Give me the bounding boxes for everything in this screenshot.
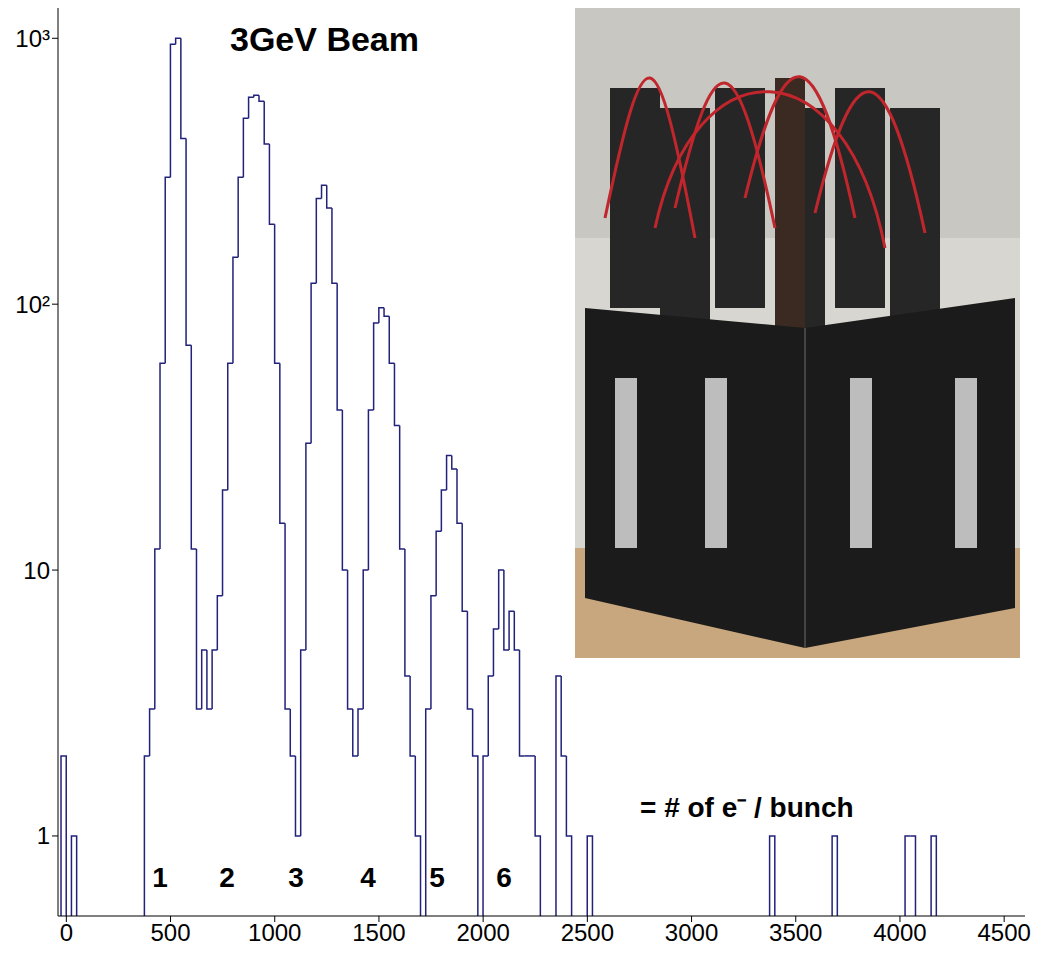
html-text:1: 1 bbox=[152, 862, 168, 893]
html-text:6: 6 bbox=[496, 862, 512, 893]
svg-text:1: 1 bbox=[37, 822, 50, 849]
svg-text:3000: 3000 bbox=[665, 919, 718, 946]
svg-text:4000: 4000 bbox=[873, 919, 926, 946]
svg-text:10³: 10³ bbox=[15, 25, 50, 52]
html-text:4: 4 bbox=[360, 862, 376, 893]
html-text:= # of e⁻ / bunch: = # of e⁻ / bunch bbox=[640, 792, 854, 823]
svg-text:4500: 4500 bbox=[977, 919, 1030, 946]
svg-text:500: 500 bbox=[151, 919, 191, 946]
svg-text:2000: 2000 bbox=[456, 919, 509, 946]
svg-text:3500: 3500 bbox=[769, 919, 822, 946]
svg-text:0: 0 bbox=[60, 919, 73, 946]
svg-text:2500: 2500 bbox=[561, 919, 614, 946]
svg-text:10²: 10² bbox=[15, 291, 50, 318]
html-text:2: 2 bbox=[219, 862, 235, 893]
html-text:3: 3 bbox=[288, 862, 304, 893]
html-text:5: 5 bbox=[429, 862, 445, 893]
html-text:3GeV Beam: 3GeV Beam bbox=[230, 20, 419, 58]
svg-text:1000: 1000 bbox=[248, 919, 301, 946]
svg-text:1500: 1500 bbox=[352, 919, 405, 946]
svg-text:10: 10 bbox=[23, 557, 50, 584]
